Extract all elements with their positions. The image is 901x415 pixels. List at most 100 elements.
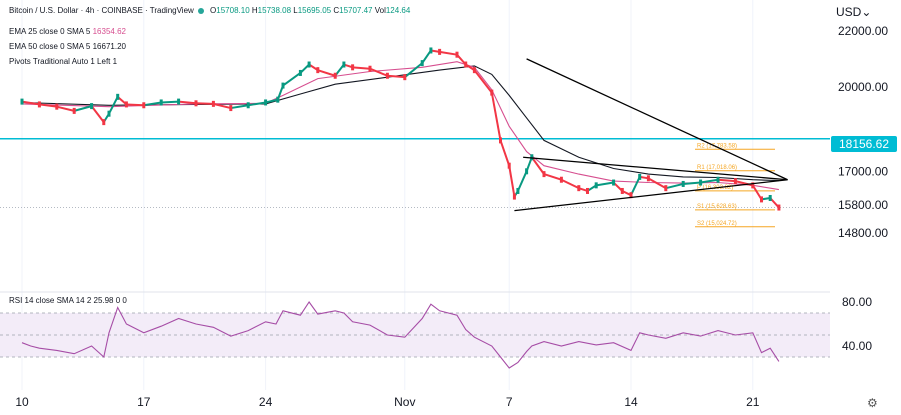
price-segment [282,72,301,87]
candle [681,180,685,187]
price-segment [596,181,614,187]
time-axis[interactable]: 10 17 24 Nov 7 14 21 [15,395,759,409]
rsi-legend[interactable]: RSI 14 close SMA 14 2 25.98 0 0 [9,296,127,305]
pivots-label: Pivots Traditional Auto 1 Left 1 [9,57,118,66]
symbol-title: Bitcoin / U.S. Dollar · 4h · COINBASE · … [9,6,194,15]
open-label: O [210,6,217,15]
pivots-legend[interactable]: Pivots Traditional Auto 1 Left 1 [9,57,117,66]
candle [403,74,407,81]
candle [281,82,285,89]
price-segment [700,178,719,184]
trendline-triangle-lower [514,179,788,212]
price-segment [73,105,92,112]
candle [177,98,181,105]
price-segment [404,62,423,78]
high-value: 15738.08 [257,6,292,15]
price-segment [39,103,57,108]
candle [716,176,720,183]
trendline-triangle-upper [523,156,788,181]
vol-value: 124.64 [385,6,411,15]
price-segment [647,177,667,190]
gear-icon[interactable]: ⚙ [867,396,878,410]
trendline-downtrend [526,58,788,181]
ema25-path [21,61,779,191]
price-segment [473,69,493,94]
candle [342,61,346,68]
pivot-label: R2 (17,783.58) [697,143,737,149]
price-segment [387,74,405,79]
price-tick-label: 14800.00 [838,226,888,240]
candle [316,67,320,74]
candle [530,154,534,161]
rsi-tick-label: 40.00 [842,339,872,353]
price-segment [543,173,562,181]
price-segment [717,178,736,183]
price-tick-label: 17000.00 [838,164,888,178]
pivot-label: S2 (15,024.72) [697,221,737,227]
price-segment [195,102,214,105]
horizontal-line-group[interactable] [0,138,830,208]
price-segment [248,101,266,107]
price-segment [161,100,179,104]
price-segment [369,67,388,77]
vol-label: Vol [374,6,386,15]
ema25-label: EMA 25 close 0 SMA 5 [9,27,91,36]
pivot-label: R1 (17,018.06) [697,165,737,171]
candle [276,96,280,103]
candle [620,187,624,194]
price-axis[interactable]: 22000.00 20000.00 17000.00 15800.00 14800.00 [838,24,888,240]
price-segment [317,69,336,77]
candle [455,51,459,58]
candle [438,48,442,55]
candle [594,182,598,189]
price-segment [683,181,701,185]
price-segment [143,101,162,107]
candle [559,176,563,183]
candle [751,182,755,189]
candle [72,107,76,114]
candle [37,101,41,108]
candle [116,93,120,100]
candle [499,137,502,144]
ema25-value: 16354.62 [92,27,126,36]
price-segment [178,100,197,105]
rsi-tick-label: 80.00 [842,295,872,309]
rsi-axis[interactable]: 80.00 40.00 [842,295,872,353]
candle [229,105,233,112]
ema50-line [21,65,779,182]
symbol-legend[interactable]: Bitcoin / U.S. Dollar · 4h · COINBASE · … [9,6,410,15]
time-tick-label: 7 [506,395,513,409]
price-line [20,47,781,211]
ema50-legend[interactable]: EMA 50 close 0 SMA 5 16671.20 [9,42,126,51]
price-segment [56,105,75,112]
candle [768,194,772,201]
horizontal-line-price-tag[interactable]: 18156.62 [831,136,897,152]
candle [55,103,59,110]
price-segment [230,104,249,110]
candle [420,60,424,67]
candle [664,185,668,192]
pivot-label: S1 (15,628.63) [697,204,737,210]
time-tick-label: 14 [624,395,638,409]
high-label: H [251,6,258,15]
candle [777,204,781,211]
currency-selector[interactable]: USD⌄ [836,5,871,19]
candle [142,102,146,109]
candle [516,187,520,194]
low-value: 15695.05 [297,6,332,15]
candle [472,67,476,74]
candle [646,175,650,182]
candle [211,100,215,107]
trendlines[interactable] [514,58,788,212]
candle [20,98,24,105]
ema25-legend[interactable]: EMA 25 close 0 SMA 5 16354.62 [9,27,126,36]
candle [351,64,355,71]
candle [629,192,633,199]
candle [512,193,516,200]
price-segment [560,178,580,190]
ema50-value: 16671.20 [92,42,126,51]
candle [194,100,198,107]
ema25-line [21,61,779,191]
candle [246,102,250,109]
